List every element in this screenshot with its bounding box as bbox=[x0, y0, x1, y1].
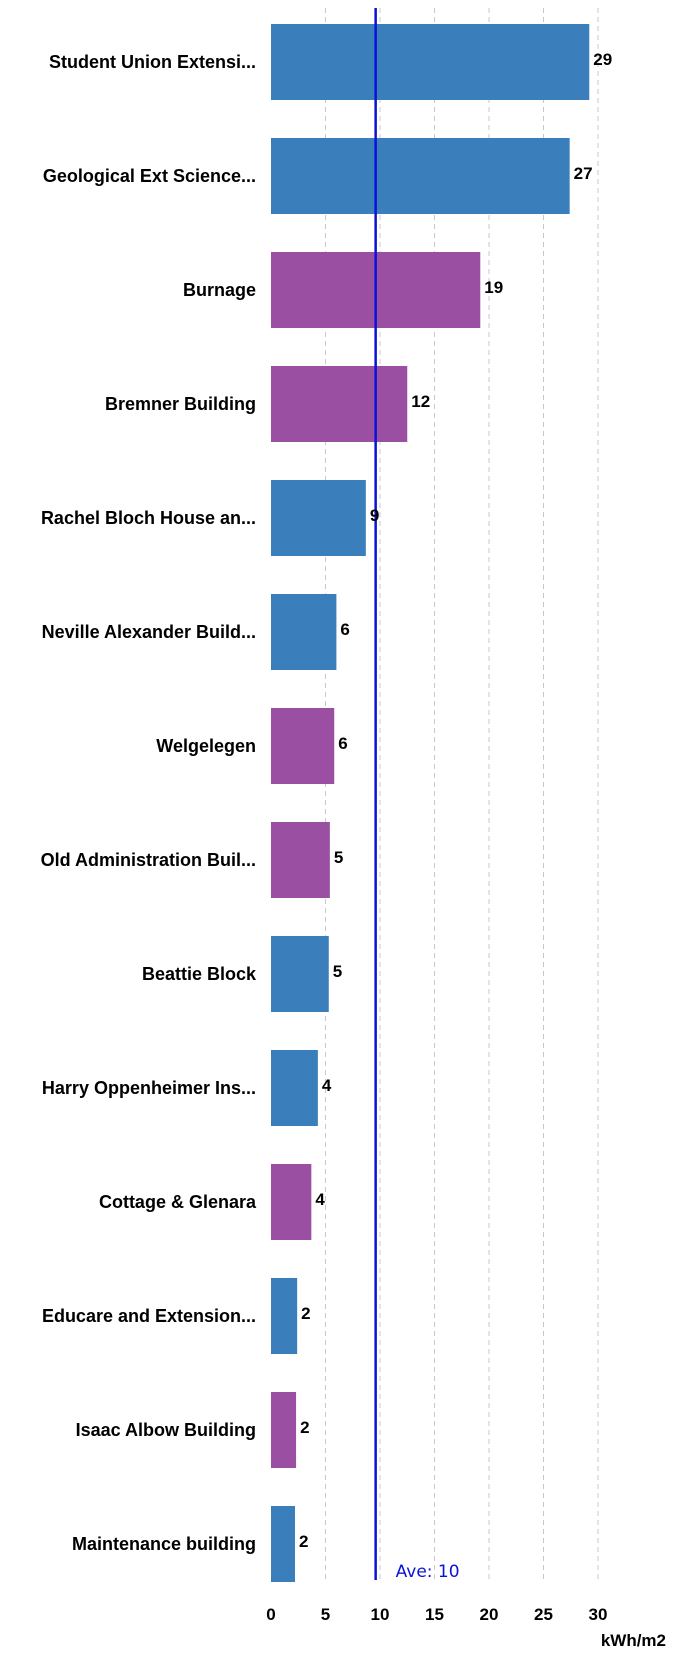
average-label: Ave: 10 bbox=[396, 1562, 460, 1582]
x-tick-label-5: 5 bbox=[321, 1605, 330, 1624]
value-label-3: 12 bbox=[411, 392, 430, 411]
value-label-11: 2 bbox=[301, 1304, 310, 1323]
category-label-11: Educare and Extension... bbox=[42, 1306, 256, 1326]
bar-0 bbox=[271, 24, 590, 100]
bar-5 bbox=[271, 594, 337, 670]
category-label-5: Neville Alexander Build... bbox=[42, 622, 256, 642]
category-label-13: Maintenance building bbox=[72, 1534, 256, 1554]
x-tick-label-30: 30 bbox=[589, 1605, 608, 1624]
category-label-9: Harry Oppenheimer Ins... bbox=[42, 1078, 256, 1098]
category-label-3: Bremner Building bbox=[105, 394, 256, 414]
category-label-4: Rachel Bloch House an... bbox=[41, 508, 256, 528]
value-label-7: 5 bbox=[334, 848, 343, 867]
category-label-7: Old Administration Buil... bbox=[41, 850, 256, 870]
x-tick-label-10: 10 bbox=[371, 1605, 390, 1624]
value-label-10: 4 bbox=[315, 1190, 325, 1209]
value-label-12: 2 bbox=[300, 1418, 309, 1437]
gridlines bbox=[325, 8, 599, 1580]
category-label-10: Cottage & Glenara bbox=[99, 1192, 257, 1212]
x-axis-unit-label: kWh/m2 bbox=[601, 1631, 666, 1650]
category-label-0: Student Union Extensi... bbox=[49, 52, 256, 72]
bar-4 bbox=[271, 480, 366, 556]
bar-6 bbox=[271, 708, 335, 784]
value-label-9: 4 bbox=[322, 1076, 332, 1095]
bar-1 bbox=[271, 138, 570, 214]
value-label-6: 6 bbox=[338, 734, 347, 753]
category-label-1: Geological Ext Science... bbox=[43, 166, 256, 186]
bar-7 bbox=[271, 822, 330, 898]
bar-9 bbox=[271, 1050, 318, 1126]
bar-11 bbox=[271, 1278, 298, 1354]
value-label-4: 9 bbox=[370, 506, 379, 525]
value-label-8: 5 bbox=[333, 962, 342, 981]
category-label-8: Beattie Block bbox=[142, 964, 257, 984]
category-label-2: Burnage bbox=[183, 280, 256, 300]
value-label-2: 19 bbox=[484, 278, 503, 297]
value-labels: 29 27 19 12 9 6 6 5 5 4 4 2 2 2 bbox=[299, 50, 612, 1551]
bar-3 bbox=[271, 366, 408, 442]
bar-13 bbox=[271, 1506, 295, 1582]
value-label-0: 29 bbox=[593, 50, 612, 69]
category-label-12: Isaac Albow Building bbox=[76, 1420, 256, 1440]
average-line-group: Ave: 10 bbox=[374, 8, 460, 1582]
category-label-6: Welgelegen bbox=[156, 736, 256, 756]
bar-8 bbox=[271, 936, 329, 1012]
x-axis-ticks: 0 5 10 15 20 25 30 bbox=[266, 1605, 607, 1624]
category-labels: Student Union Extensi... Geological Ext S… bbox=[41, 52, 257, 1554]
bars bbox=[271, 24, 590, 1582]
value-label-13: 2 bbox=[299, 1532, 308, 1551]
bar-12 bbox=[271, 1392, 297, 1468]
value-label-5: 6 bbox=[340, 620, 349, 639]
bar-10 bbox=[271, 1164, 312, 1240]
x-tick-label-20: 20 bbox=[480, 1605, 499, 1624]
value-label-1: 27 bbox=[574, 164, 593, 183]
x-tick-label-0: 0 bbox=[266, 1605, 275, 1624]
x-tick-label-15: 15 bbox=[425, 1605, 444, 1624]
x-tick-label-25: 25 bbox=[534, 1605, 553, 1624]
